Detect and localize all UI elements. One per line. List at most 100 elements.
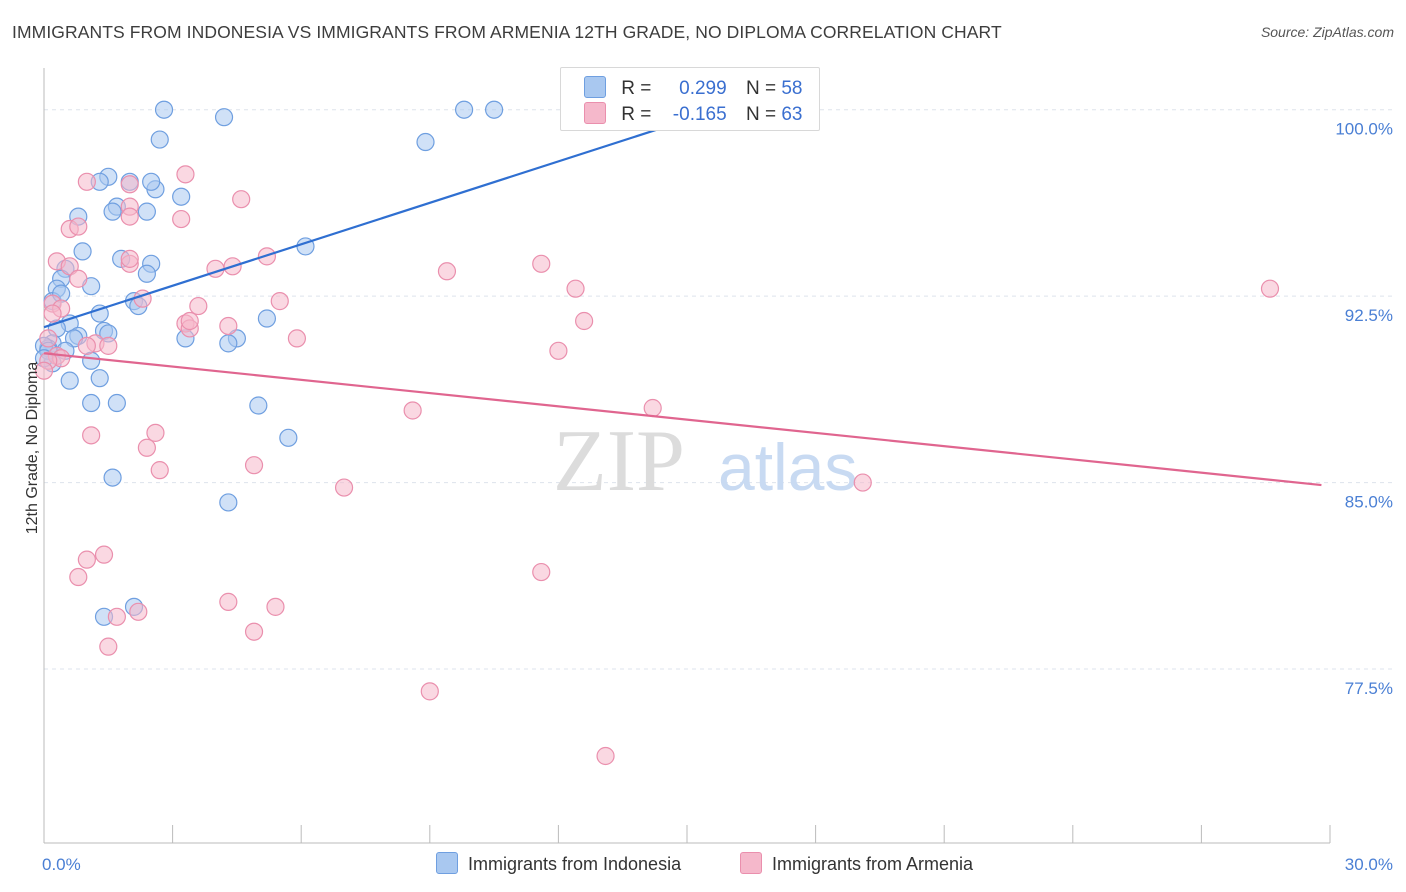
indonesia-point xyxy=(90,304,109,323)
armenia-point xyxy=(77,550,96,569)
armenia-point xyxy=(287,329,307,348)
source-label: Source: ZipAtlas.com xyxy=(1260,24,1394,40)
armenia-point xyxy=(266,597,285,616)
legend-n-label: N = xyxy=(745,104,777,125)
indonesia-point xyxy=(82,393,101,413)
indonesia-point xyxy=(137,202,156,221)
indonesia-point xyxy=(214,108,234,127)
trend-layer xyxy=(43,116,1322,487)
armenia-point xyxy=(120,207,139,226)
indonesia-point xyxy=(172,187,191,206)
legend-swatch-pink xyxy=(584,102,606,124)
armenia-point xyxy=(107,607,126,626)
indonesia-point xyxy=(416,132,435,152)
x-tick-label: 0.0% xyxy=(42,855,81,874)
bottom-swatch-pink xyxy=(740,852,762,874)
armenia-point xyxy=(1260,279,1280,298)
indonesia-point xyxy=(82,351,101,370)
armenia-point xyxy=(189,296,208,316)
indonesia-point xyxy=(150,130,169,149)
indonesia-point xyxy=(219,334,238,353)
armenia-point xyxy=(43,304,62,323)
armenia-point xyxy=(137,438,156,457)
armenia-point xyxy=(180,311,199,331)
armenia-point xyxy=(596,746,615,766)
armenia-point xyxy=(146,423,165,442)
y-tick-label: 85.0% xyxy=(1345,493,1393,512)
armenia-point xyxy=(575,311,594,331)
indonesia-point xyxy=(107,393,126,413)
indonesia-point xyxy=(257,309,277,328)
armenia-point xyxy=(566,279,585,298)
armenia-point xyxy=(403,401,422,420)
legend-swatch-blue xyxy=(584,76,606,98)
indonesia-point xyxy=(142,172,161,191)
indonesia-point xyxy=(279,428,298,447)
armenia-point xyxy=(60,257,79,276)
armenia-point xyxy=(150,461,169,480)
armenia-point xyxy=(532,254,551,273)
y-tick-label: 77.5% xyxy=(1345,679,1393,698)
indonesia-point xyxy=(454,100,474,119)
indonesia-point xyxy=(103,468,122,487)
indonesia-point xyxy=(90,369,109,388)
watermark-atlas: atlas xyxy=(718,430,857,504)
y-axis-label: 12th Grade, No Diploma xyxy=(24,362,41,535)
armenia-point xyxy=(82,426,101,445)
armenia-point xyxy=(69,217,88,236)
armenia-point xyxy=(532,562,551,582)
indonesia-point xyxy=(154,100,174,119)
armenia-point xyxy=(219,316,238,336)
legend-r-label: R = xyxy=(621,78,652,99)
armenia-point xyxy=(219,592,238,611)
series-name-indonesia: Immigrants from Indonesia xyxy=(468,854,682,874)
legend-n-value: 63 xyxy=(781,104,803,125)
legend-n-value: 58 xyxy=(781,78,803,99)
armenia-point xyxy=(34,361,54,380)
chart-title: IMMIGRANTS FROM INDONESIA VS IMMIGRANTS … xyxy=(12,22,1002,42)
armenia-point xyxy=(77,336,96,355)
armenia-point xyxy=(94,545,114,564)
watermark-zip: ZIP xyxy=(553,413,685,510)
armenia-point xyxy=(334,478,354,497)
armenia-point xyxy=(232,190,251,209)
legend-r-label: R = xyxy=(621,104,652,125)
indonesia-point xyxy=(485,100,504,119)
armenia-point xyxy=(176,165,195,184)
armenia-point xyxy=(643,398,662,418)
x-tick-label: 30.0% xyxy=(1345,855,1393,874)
armenia-point xyxy=(69,567,88,587)
armenia-point xyxy=(77,172,96,191)
watermark: ZIP atlas xyxy=(553,413,857,510)
bottom-swatch-blue xyxy=(436,852,458,874)
indonesia-point xyxy=(60,371,79,390)
legend-r-value: 0.299 xyxy=(679,78,727,99)
axes-layer: 100.0% 92.5% 85.0% 77.5% 0.0% 30.0% xyxy=(42,68,1393,874)
bottom-legend-indonesia: Immigrants from Indonesia xyxy=(436,852,681,875)
armenia-point xyxy=(437,262,457,281)
series-name-armenia: Immigrants from Armenia xyxy=(772,854,974,874)
armenia-point xyxy=(420,682,439,701)
armenia-point xyxy=(99,336,118,355)
armenia-point xyxy=(244,456,264,475)
indonesia-point xyxy=(249,396,268,415)
y-tick-label: 92.5% xyxy=(1345,306,1393,325)
armenia-point xyxy=(39,329,58,348)
legend-row-indonesia: R = 0.299 N = 58 xyxy=(584,76,802,100)
armenia-point xyxy=(270,292,289,311)
bottom-legend-armenia: Immigrants from Armenia xyxy=(740,852,973,875)
armenia-trend-line xyxy=(43,352,1322,487)
armenia-point xyxy=(120,175,139,194)
legend-r-value: -0.165 xyxy=(672,104,727,125)
y-tick-label: 100.0% xyxy=(1335,120,1393,139)
armenia-point xyxy=(120,249,139,268)
armenia-point xyxy=(99,637,118,656)
armenia-point xyxy=(129,602,148,621)
legend-row-armenia: R = -0.165 N = 63 xyxy=(584,102,802,126)
legend-n-label: N = xyxy=(745,78,777,99)
armenia-point xyxy=(853,473,872,492)
armenia-point xyxy=(69,269,88,288)
indonesia-trend-line xyxy=(43,116,696,329)
armenia-point xyxy=(244,622,264,641)
